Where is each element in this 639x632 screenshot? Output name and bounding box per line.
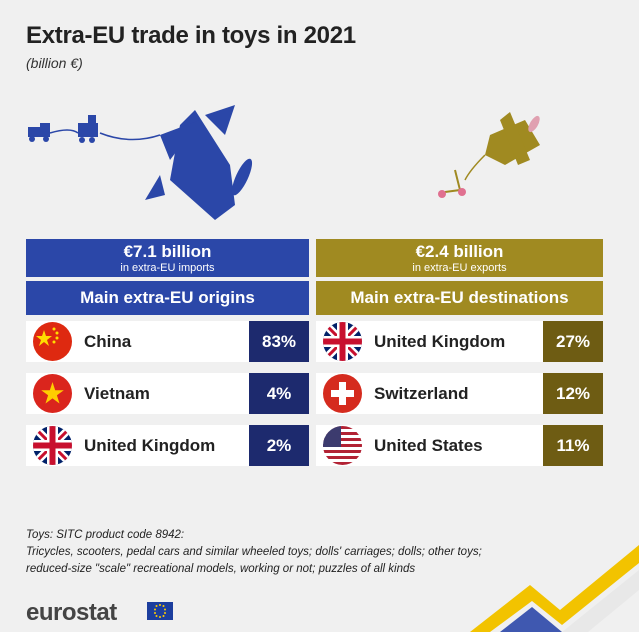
decorative-stripes xyxy=(470,545,639,632)
eurostat-logo: eurostat xyxy=(26,599,117,626)
toy-truck-icon xyxy=(28,123,50,142)
imports-total-caption: in extra-EU imports xyxy=(120,262,215,274)
share-value: 4% xyxy=(249,373,309,414)
uk-flag-icon xyxy=(323,322,362,361)
toy-train-icon xyxy=(78,115,98,143)
airplane-icon xyxy=(485,112,540,165)
imports-total-header: €7.1 billion in extra-EU imports xyxy=(26,239,309,277)
toy-scooter-icon xyxy=(438,169,466,198)
imports-total-amount: €7.1 billion xyxy=(123,242,212,261)
eu-flag-icon xyxy=(147,602,173,620)
airplane-exports-illustration xyxy=(438,112,540,198)
share-value: 11% xyxy=(543,425,603,466)
airplane-icon xyxy=(145,105,253,220)
footnote: Toys: SITC product code 8942: Tricycles,… xyxy=(26,527,482,578)
country-name: China xyxy=(84,332,132,351)
exports-total-caption: in extra-EU exports xyxy=(412,262,507,274)
usa-flag-icon xyxy=(323,426,362,465)
vietnam-flag-icon xyxy=(33,374,72,413)
country-name: United Kingdom xyxy=(374,332,506,351)
table-row: United Kingdom 2% xyxy=(26,425,309,466)
table-row: Vietnam 4% xyxy=(26,373,309,414)
uk-flag-icon xyxy=(33,426,72,465)
airplane-imports-illustration xyxy=(28,105,253,220)
switzerland-flag-icon xyxy=(323,374,362,413)
exports-panel: €2.4 billion in extra-EU exports Main ex… xyxy=(316,239,603,477)
table-row: Switzerland 12% xyxy=(316,373,603,414)
china-flag-icon xyxy=(33,322,72,361)
share-value: 12% xyxy=(543,373,603,414)
exports-total-amount: €2.4 billion xyxy=(415,242,504,261)
share-value: 83% xyxy=(249,321,309,362)
footnote-line: reduced-size "scale" recreational models… xyxy=(26,563,416,575)
table-row: China 83% xyxy=(26,321,309,362)
country-name: United Kingdom xyxy=(84,436,216,455)
share-value: 27% xyxy=(543,321,603,362)
page-title: Extra-EU trade in toys in 2021 xyxy=(26,22,356,49)
country-name: United States xyxy=(374,436,483,455)
tow-rope xyxy=(49,129,79,134)
table-row: United States 11% xyxy=(316,425,603,466)
footnote-line: Tricycles, scooters, pedal cars and simi… xyxy=(26,546,482,558)
page-subtitle: (billion €) xyxy=(26,55,83,71)
table-row: United Kingdom 27% xyxy=(316,321,603,362)
share-value: 2% xyxy=(249,425,309,466)
exports-destinations-header: Main extra-EU destinations xyxy=(316,281,603,315)
exports-total-header: €2.4 billion in extra-EU exports xyxy=(316,239,603,277)
imports-panel: €7.1 billion in extra-EU imports Main ex… xyxy=(26,239,309,477)
footnote-line: Toys: SITC product code 8942: xyxy=(26,529,185,541)
country-name: Switzerland xyxy=(374,384,469,403)
imports-origins-header: Main extra-EU origins xyxy=(26,281,309,315)
country-name: Vietnam xyxy=(84,384,150,403)
